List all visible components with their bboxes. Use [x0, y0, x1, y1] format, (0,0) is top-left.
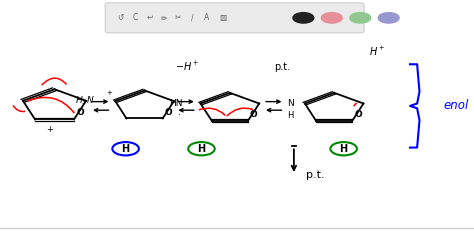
Circle shape	[350, 13, 371, 23]
Text: $H_3N$: $H_3N$	[75, 95, 95, 107]
Text: O: O	[76, 108, 84, 117]
Text: H: H	[339, 144, 348, 154]
Text: ✂: ✂	[174, 13, 181, 22]
Text: ↺: ↺	[118, 13, 124, 22]
Text: H: H	[288, 111, 294, 120]
Text: ✏: ✏	[160, 13, 167, 22]
Text: p.t.: p.t.	[306, 170, 324, 180]
Text: H: H	[197, 144, 206, 154]
Circle shape	[321, 13, 342, 23]
Text: /: /	[191, 13, 193, 22]
Text: $H^+$: $H^+$	[369, 45, 385, 58]
Text: O: O	[164, 108, 172, 117]
FancyBboxPatch shape	[105, 3, 364, 33]
Text: O: O	[250, 110, 257, 119]
Text: N: N	[287, 99, 294, 108]
Text: +: +	[106, 90, 112, 96]
Text: O: O	[354, 110, 362, 119]
Text: +: +	[46, 125, 53, 134]
Text: ↩: ↩	[146, 13, 153, 22]
Text: ▨: ▨	[219, 13, 227, 22]
Text: $-H^+$: $-H^+$	[175, 60, 200, 73]
Text: :: :	[178, 107, 181, 117]
Text: HN: HN	[169, 99, 182, 108]
Circle shape	[293, 13, 314, 23]
Circle shape	[378, 13, 399, 23]
Text: enol: enol	[443, 99, 468, 112]
Text: H: H	[121, 144, 130, 154]
Text: C: C	[132, 13, 138, 22]
Text: A: A	[203, 13, 209, 22]
Text: p.t.: p.t.	[274, 62, 290, 72]
